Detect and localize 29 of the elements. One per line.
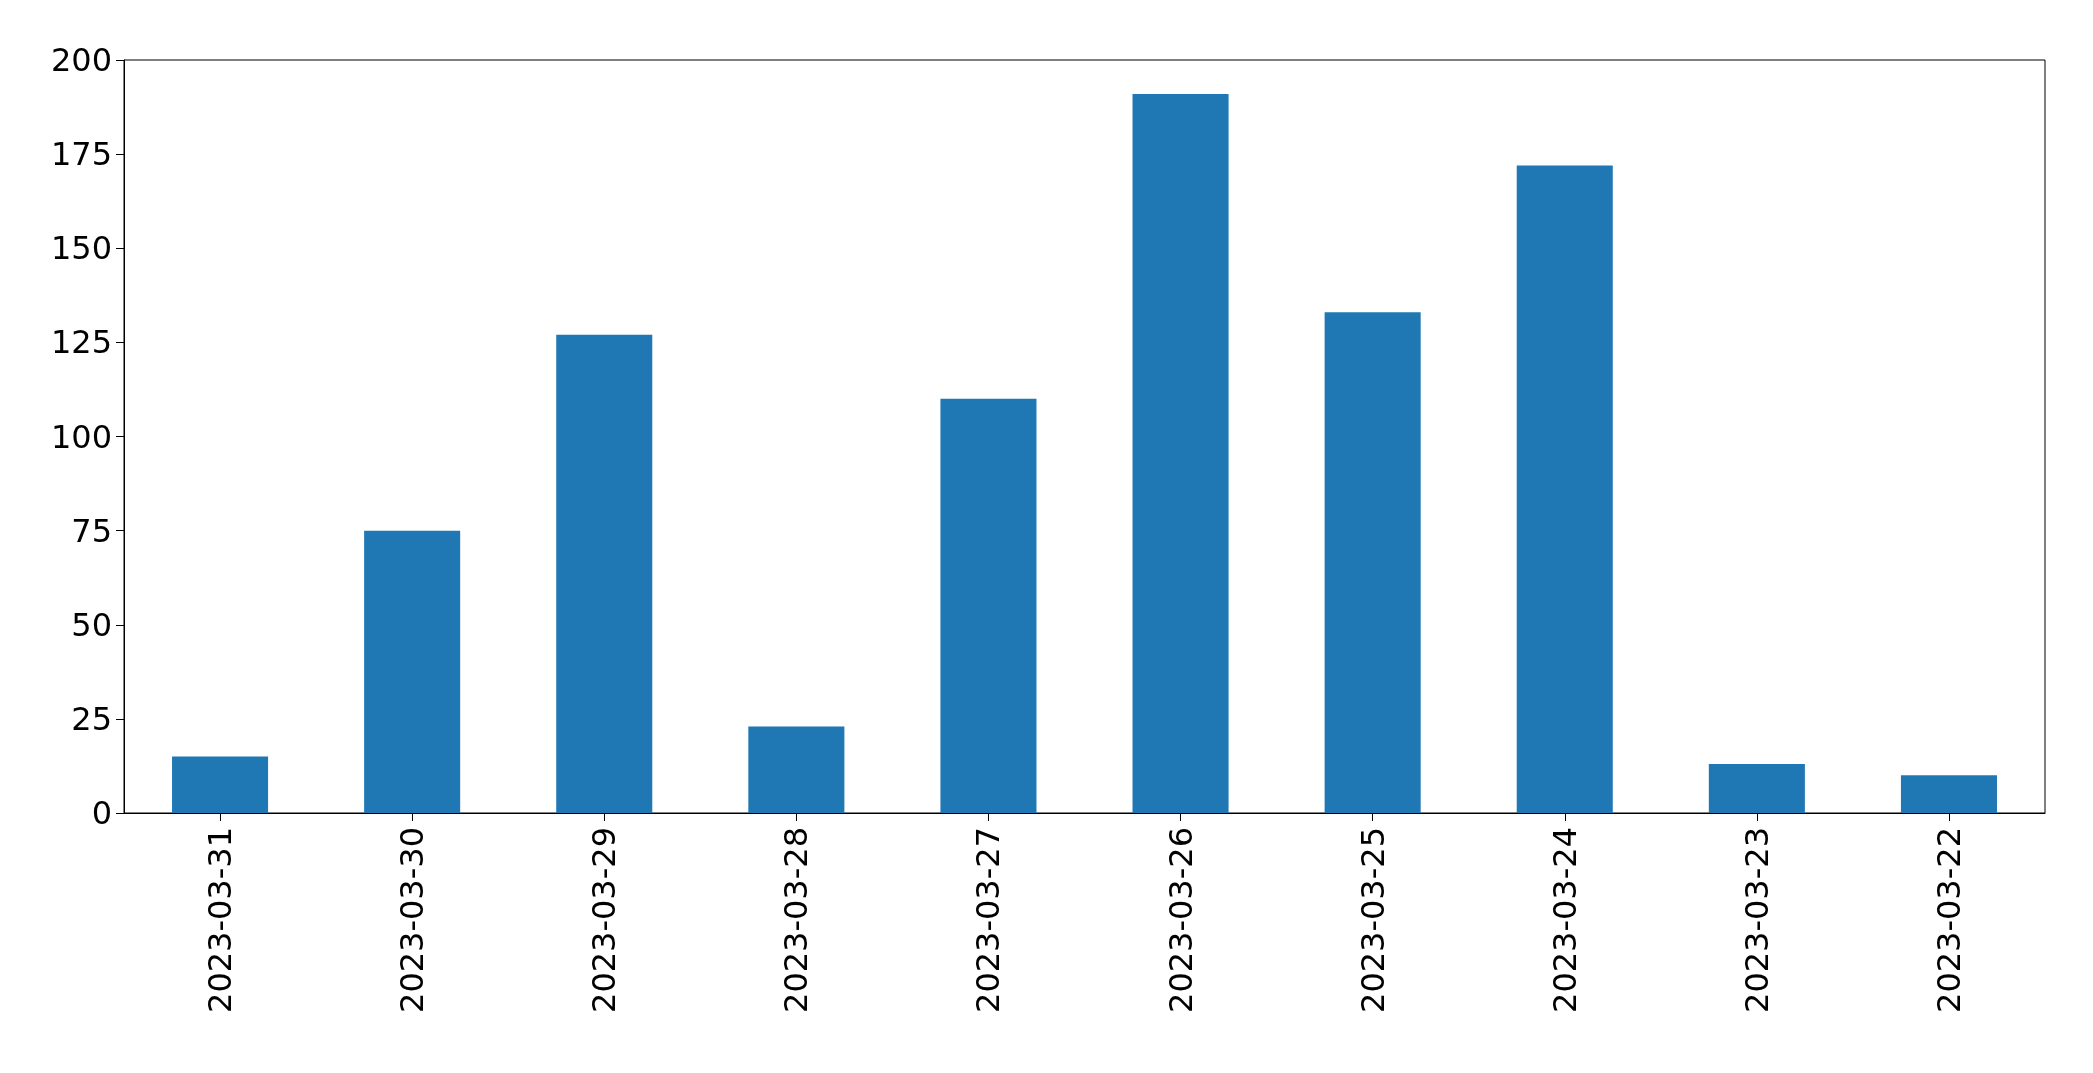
x-tick-label: 2023-03-28 [777, 827, 816, 1013]
bar [940, 398, 1037, 813]
bar [1324, 312, 1421, 813]
bar [364, 530, 461, 813]
x-tick-label: 2023-03-22 [1929, 827, 1968, 1013]
y-tick-label: 100 [50, 417, 112, 456]
x-tick-label: 2023-03-31 [201, 827, 240, 1013]
x-tick-label: 2023-03-25 [1353, 827, 1392, 1013]
y-tick-label: 0 [91, 794, 112, 832]
y-tick-label: 175 [50, 135, 112, 174]
y-tick-label: 200 [50, 41, 112, 79]
x-tick-label: 2023-03-29 [585, 827, 624, 1013]
bar [1900, 775, 1997, 813]
bar [748, 726, 845, 813]
y-tick-label: 150 [50, 229, 112, 268]
x-tick-label: 2023-03-27 [969, 827, 1008, 1013]
x-tick-label: 2023-03-30 [393, 827, 432, 1013]
y-tick-label: 50 [71, 605, 112, 644]
bar [1516, 165, 1613, 813]
bar [1132, 93, 1229, 813]
bar [172, 756, 269, 813]
x-tick-label: 2023-03-26 [1161, 827, 1200, 1013]
y-tick-label: 25 [71, 699, 112, 738]
bar [556, 334, 653, 813]
y-tick-label: 125 [50, 323, 112, 362]
x-tick-label: 2023-03-23 [1737, 827, 1776, 1013]
bar [1708, 764, 1805, 813]
y-tick-label: 75 [71, 511, 112, 550]
x-tick-label: 2023-03-24 [1545, 827, 1584, 1013]
